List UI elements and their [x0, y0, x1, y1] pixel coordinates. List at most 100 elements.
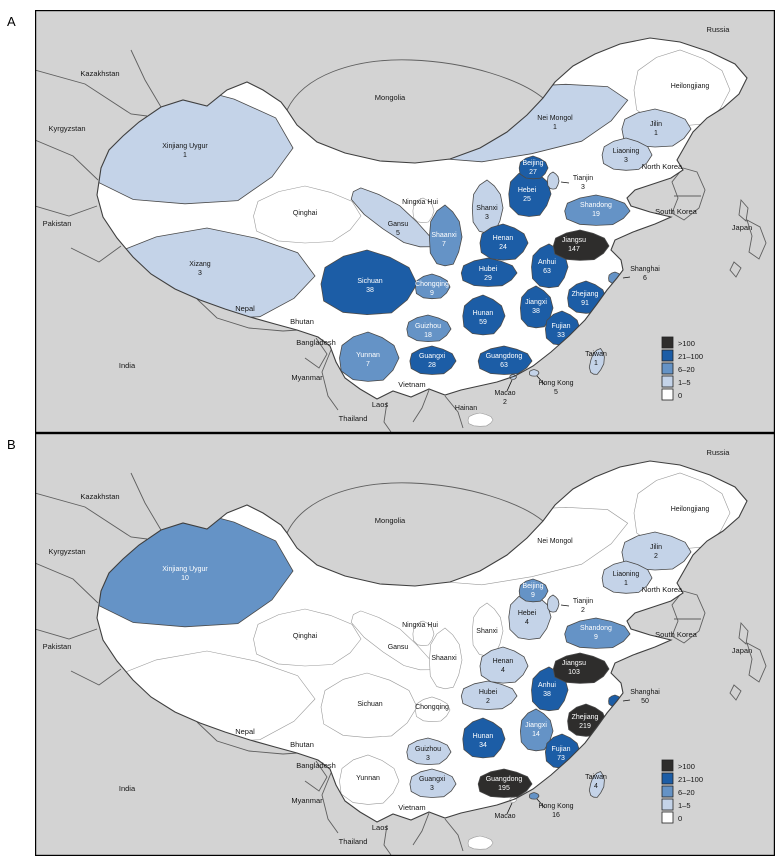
country-label-russia: Russia — [707, 448, 731, 457]
province-label-heilongjiang: Heilongjiang — [671, 506, 710, 513]
country-label-myanmar: Myanmar — [291, 796, 323, 805]
province-yunnan — [339, 331, 400, 382]
province-henan — [479, 223, 529, 261]
province-value-fujian: 73 — [557, 755, 565, 762]
legend-swatch-0 — [661, 759, 674, 772]
korea-peninsula — [671, 167, 706, 221]
province-label-guangdong: Guangdong — [486, 353, 523, 360]
province-label-anhui: Anhui — [538, 259, 556, 266]
province-label-zhejiang: Zhejiang — [572, 291, 599, 298]
province-liaoning — [601, 137, 653, 171]
province-jiangsu — [552, 229, 610, 261]
legend-label-2: 6–20 — [678, 365, 695, 374]
province-value-jiangsu: 103 — [568, 669, 580, 676]
country-label-kazakhstan: Kazakhstan — [80, 492, 119, 501]
province-label-fujian: Fujian — [551, 746, 570, 753]
province-value-jilin: 2 — [654, 553, 658, 560]
legend-swatch-3 — [661, 798, 674, 811]
province-yunnan — [339, 754, 400, 805]
province-shandong — [564, 617, 631, 649]
japan-island-0 — [738, 621, 749, 645]
nepal-border — [196, 298, 299, 332]
leader-line-shanghai — [622, 699, 631, 702]
legend-swatch-2 — [661, 362, 674, 375]
country-label-india: India — [119, 784, 136, 793]
province-value-neimongol: 1 — [553, 124, 557, 131]
legend-swatch-2 — [661, 785, 674, 798]
province-label-hunan: Hunan — [473, 310, 494, 317]
province-label-xizang: Xizang — [189, 261, 211, 268]
province-hunan — [462, 294, 506, 336]
province-label-taiwan: Taiwan — [585, 351, 607, 358]
legend-label-4: 0 — [678, 391, 682, 400]
province-value-guangxi: 28 — [428, 362, 436, 369]
province-liaoning — [601, 560, 653, 594]
province-taiwan — [588, 770, 605, 798]
province-value-tianjin: 2 — [581, 607, 585, 614]
province-label-shandong: Shandong — [580, 625, 612, 632]
thailand-border — [383, 824, 392, 856]
legend-label-0: >100 — [678, 762, 695, 771]
province-guangdong — [477, 345, 533, 375]
province-hubei — [460, 680, 518, 710]
japan-island-2 — [729, 261, 742, 278]
province-value-jiangsu: 147 — [568, 246, 580, 253]
province-label-xinjiang: Xinjiang Uygur — [162, 566, 208, 573]
legend-label-3: 1–5 — [678, 378, 691, 387]
province-label-jiangsu: Jiangsu — [562, 237, 586, 244]
country-label-bangladesh: Bangladesh — [296, 761, 336, 770]
islands-layer — [467, 770, 605, 850]
mongolia-border — [286, 59, 544, 111]
province-label-shandong: Shandong — [580, 202, 612, 209]
province-label-hebei: Hebei — [518, 610, 537, 617]
province-label-guangxi: Guangxi — [419, 353, 446, 360]
japan-island-1 — [746, 219, 767, 260]
vietnam-border — [444, 395, 464, 429]
country-label-laos: Laos — [372, 823, 389, 832]
country-label-north-korea: North Korea — [642, 162, 683, 171]
province-value-henan: 4 — [501, 667, 505, 674]
province-value-anhui: 38 — [543, 691, 551, 698]
province-beijing — [518, 578, 549, 603]
province-label-hebei: Hebei — [518, 187, 537, 194]
province-value-liaoning: 3 — [624, 157, 628, 164]
province-value-guangdong: 195 — [498, 785, 510, 792]
province-qinghai — [253, 608, 362, 667]
panel-a-letter: A — [7, 14, 16, 29]
province-label-chongqing: Chongqing — [415, 704, 449, 711]
country-label-kazakhstan: Kazakhstan — [80, 69, 119, 78]
china-border — [96, 460, 748, 823]
province-ningxia — [412, 197, 435, 224]
province-label-chongqing: Chongqing — [415, 281, 449, 288]
province-label-shanghai: Shanghai — [630, 689, 660, 696]
province-hubei — [460, 257, 518, 287]
province-label-liaoning: Liaoning — [613, 148, 640, 155]
kazakhstan-border — [34, 69, 148, 117]
province-label-hubei: Hubei — [479, 266, 498, 273]
province-value-hongkong: 5 — [554, 389, 558, 396]
province-label-ningxia: Ningxia Hui — [402, 622, 438, 629]
legend-label-1: 21–100 — [678, 775, 703, 784]
province-value-zhejiang: 91 — [581, 300, 589, 307]
province-label-qinghai: Qinghai — [293, 210, 318, 217]
province-value-jiangxi: 14 — [532, 731, 540, 738]
province-label-neimongol: Nei Mongol — [537, 538, 573, 545]
country-label-japan: Japan — [732, 646, 752, 655]
province-value-liaoning: 1 — [624, 580, 628, 587]
province-label-shaanxi: Shaanxi — [431, 655, 457, 662]
province-value-shanghai: 6 — [643, 275, 647, 282]
province-label-shaanxi: Shaanxi — [431, 232, 457, 239]
province-value-hunan: 59 — [479, 319, 487, 326]
china-border — [96, 37, 748, 400]
province-guangdong — [477, 768, 533, 798]
country-label-bhutan: Bhutan — [290, 740, 314, 749]
province-label-gansu: Gansu — [388, 644, 409, 651]
india-border — [70, 245, 122, 263]
legend-swatch-0 — [661, 336, 674, 349]
panel-border — [35, 433, 775, 856]
province-sichuan — [320, 249, 418, 316]
province-value-gansu: 5 — [396, 230, 400, 237]
mongolia-border — [286, 482, 544, 534]
province-label-hubei: Hubei — [479, 689, 498, 696]
